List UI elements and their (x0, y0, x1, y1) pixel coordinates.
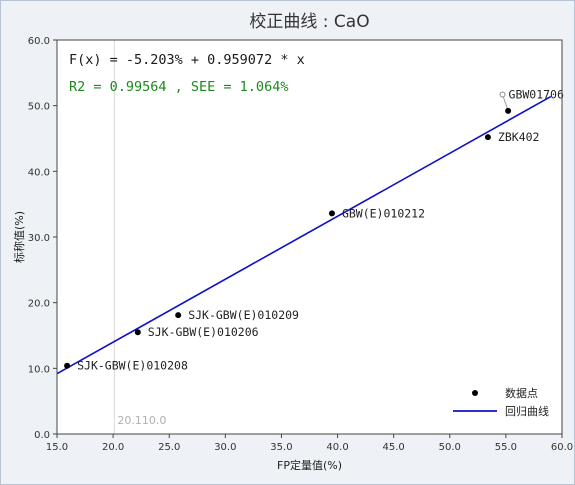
data-point[interactable] (64, 362, 71, 369)
axes: 15.0 20.0 25.0 30.0 35.0 40.0 45.0 50.0 55.0 60.0… (28, 36, 573, 453)
data-point-label: ZBK402 (498, 130, 540, 144)
x-tick-label: 20.0 (102, 442, 124, 453)
y-tick-label: 30.0 (28, 233, 50, 244)
y-tick-label: 20.0 (28, 299, 50, 310)
x-tick-label: 15.0 (46, 442, 68, 453)
y-tick-label: 60.0 (28, 36, 50, 47)
plot-area[interactable] (57, 40, 562, 434)
data-point-label: GBW01706 (509, 88, 564, 102)
data-point[interactable] (328, 210, 335, 217)
x-axis-label: FP定量值(%) (277, 458, 342, 472)
x-tick-label: 45.0 (383, 442, 405, 453)
x-tick-label: 40.0 (326, 442, 348, 453)
x-tick-label: 30.0 (214, 442, 236, 453)
y-tick-label: 50.0 (28, 102, 50, 113)
data-point[interactable] (505, 107, 512, 114)
legend-marker (472, 390, 478, 396)
regression-line-group (56, 95, 552, 375)
y-tick-label: 40.0 (28, 167, 50, 178)
x-tick-label: 60.0 (551, 442, 573, 453)
legend-label: 回归曲线 (505, 404, 549, 418)
data-point-label: SJK-GBW(E)010206 (148, 325, 259, 339)
data-point-label: SJK-GBW(E)010209 (188, 308, 299, 322)
chart-title: 校正曲线 : CaO (249, 12, 369, 32)
regression-equation: F(x) = -5.203% + 0.959072 * x (69, 52, 305, 68)
y-tick-label: 10.0 (28, 364, 50, 375)
x-tick-label: 35.0 (270, 442, 292, 453)
legend-label: 数据点 (505, 386, 538, 400)
data-points: SJK-GBW(E)010208 SJK-GBW(E)010206 SJK-GBW(… (64, 88, 564, 373)
data-point[interactable] (484, 134, 491, 141)
regression-stats: R2 = 0.99564 , SEE = 1.064% (69, 79, 288, 95)
cursor-readout: 20.110.0 (117, 414, 166, 427)
x-tick-label: 55.0 (495, 442, 517, 453)
data-point-label: GBW(E)010212 (342, 206, 425, 220)
y-tick-label: 0.0 (34, 430, 50, 441)
data-point[interactable] (175, 312, 182, 319)
data-point-label: SJK-GBW(E)010208 (77, 359, 188, 373)
y-axis-label: 标称值(%) (12, 211, 26, 263)
regression-line (56, 95, 552, 375)
point-reference-marker (499, 91, 506, 98)
data-point[interactable] (134, 329, 141, 336)
x-tick-label: 25.0 (158, 442, 180, 453)
x-tick-label: 50.0 (439, 442, 461, 453)
